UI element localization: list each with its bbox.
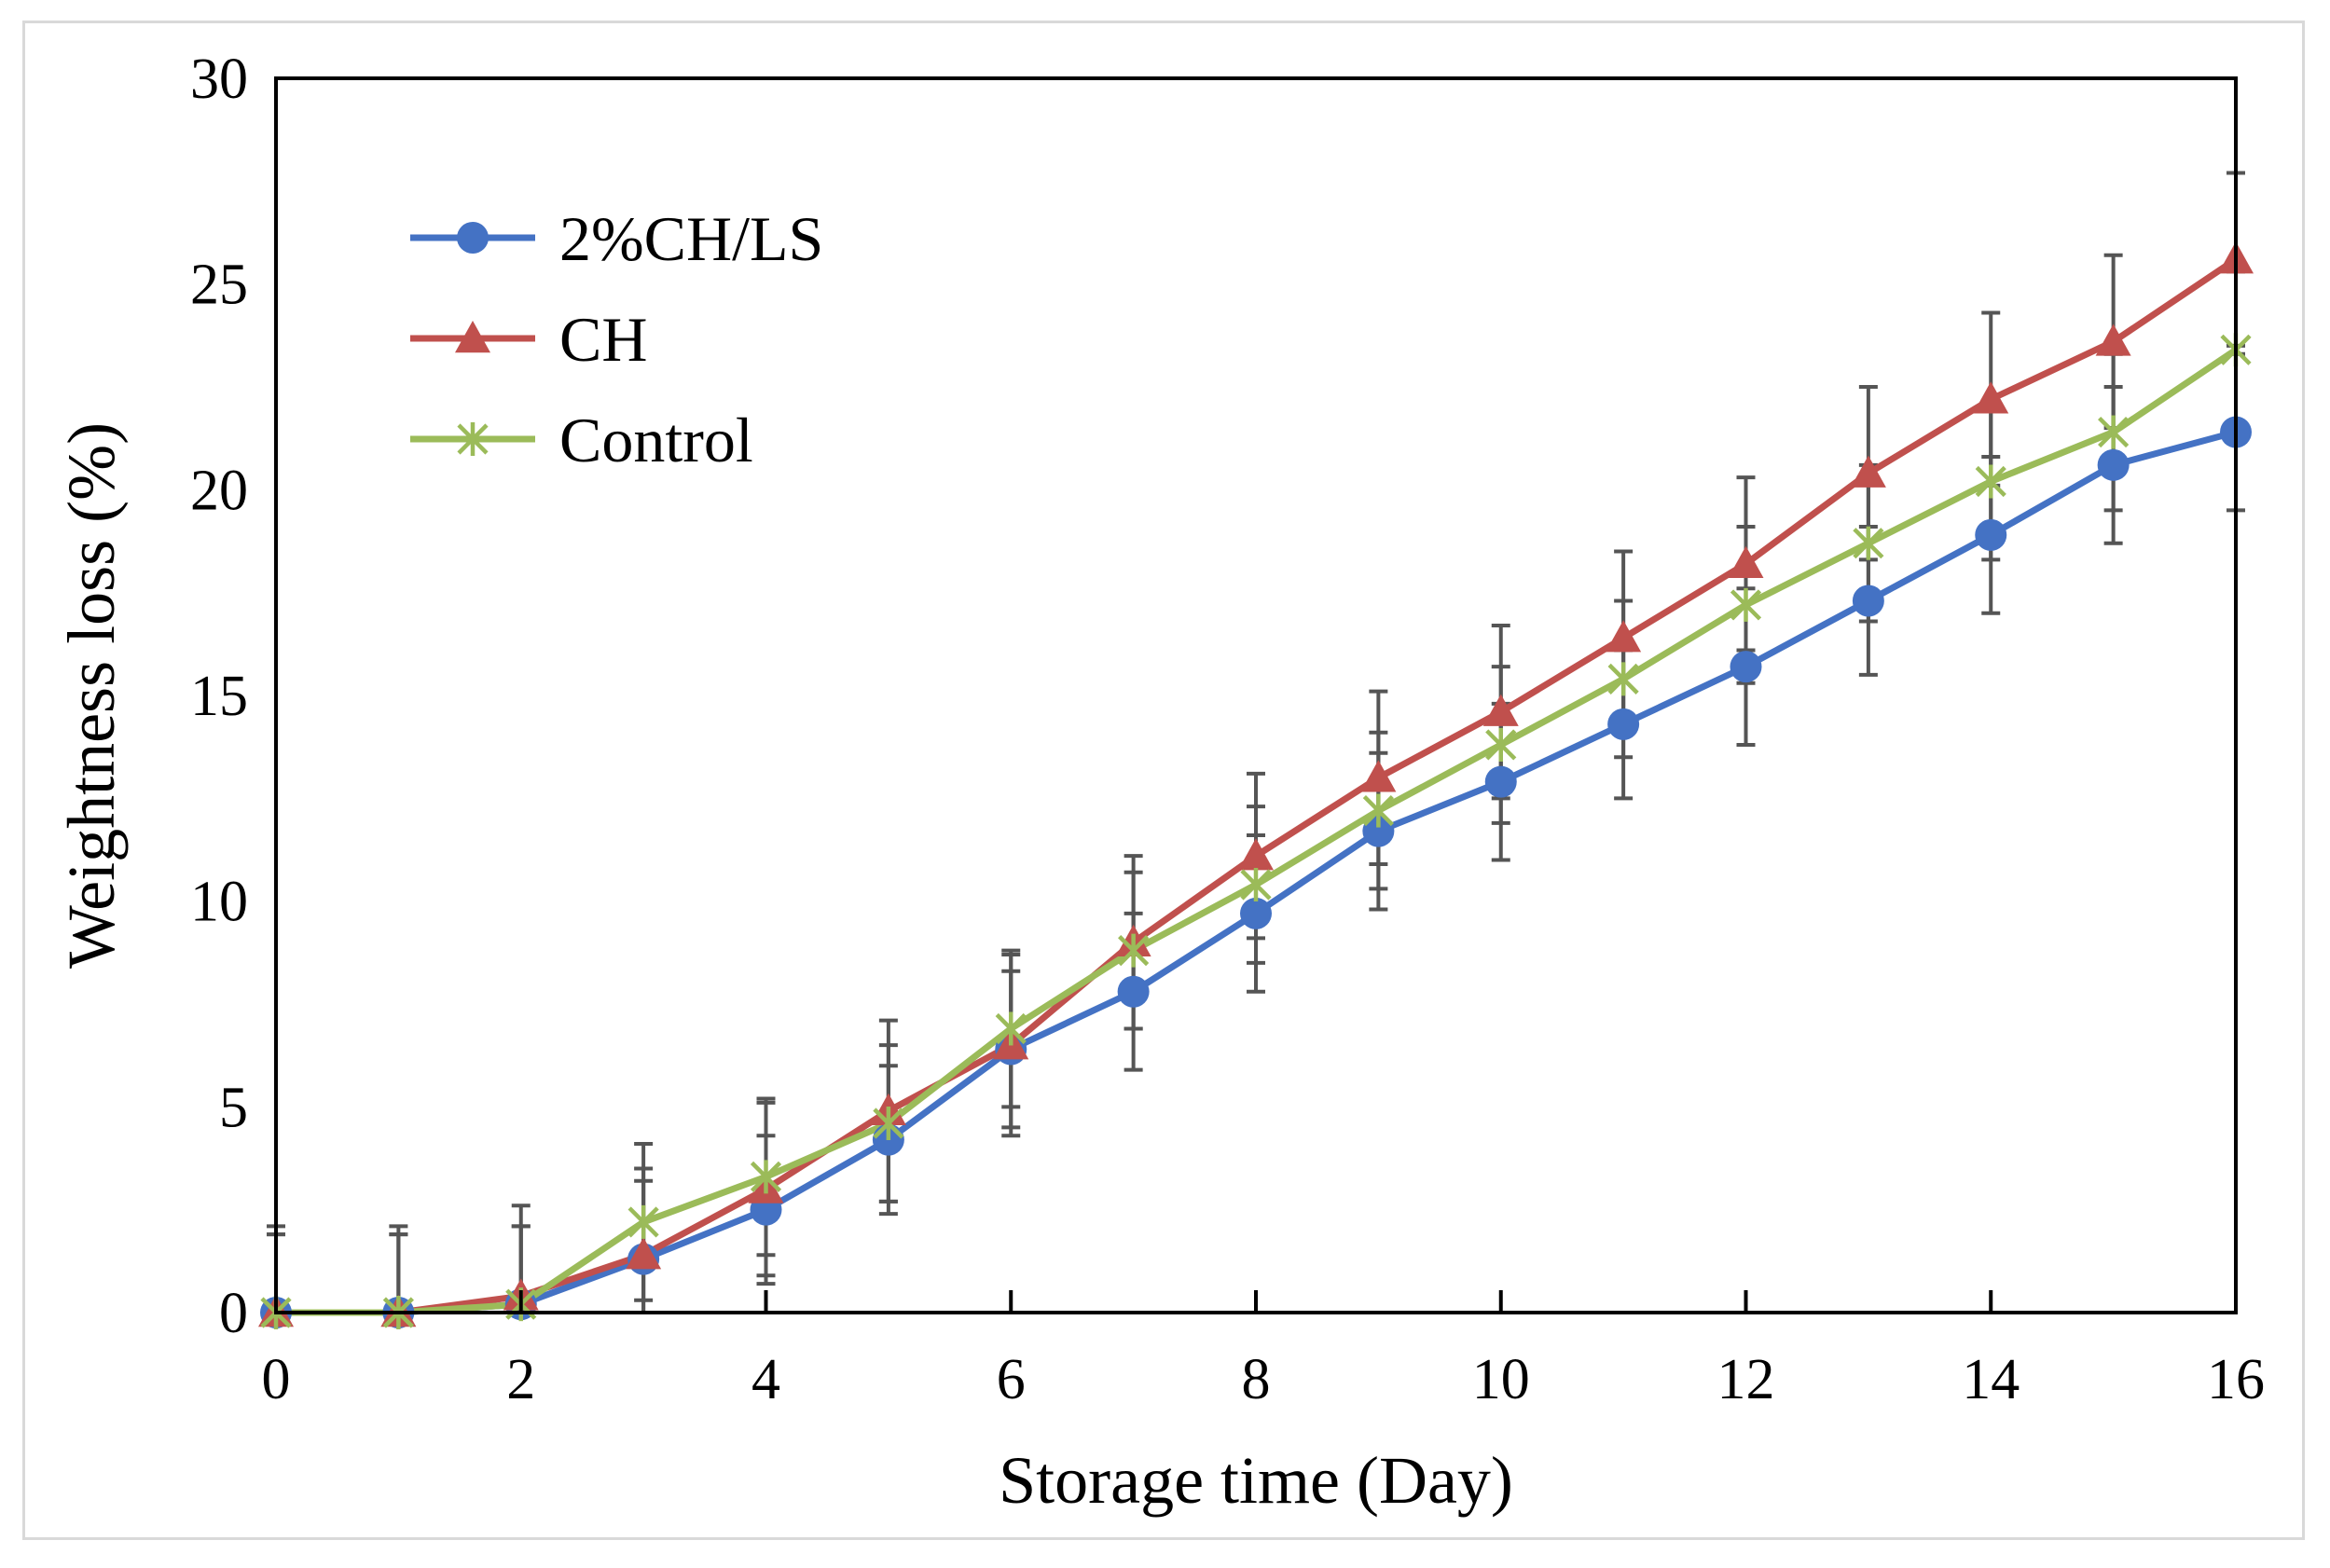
- data-point-2-ch-ls: [1730, 651, 1762, 683]
- data-point-control: [627, 1204, 659, 1239]
- data-point-control: [750, 1160, 782, 1194]
- data-point-ch: [1606, 620, 1642, 653]
- y-tick-label: 0: [219, 1282, 248, 1345]
- data-point-control: [1485, 727, 1517, 762]
- data-point-ch: [1728, 545, 1764, 578]
- data-point-ch: [1238, 838, 1274, 871]
- y-axis-title: Weightness loss (%): [54, 422, 129, 969]
- data-point-ch: [1973, 381, 2009, 414]
- legend-item-ch: CH: [410, 304, 647, 375]
- data-point-2-ch-ls: [1484, 765, 1517, 798]
- x-tick-label: 6: [997, 1348, 1026, 1411]
- data-point-2-ch-ls: [1975, 518, 2007, 551]
- legend-marker-control: [457, 422, 489, 456]
- legend-marker-2-ch-ls: [457, 222, 489, 254]
- legend-label: Control: [559, 405, 753, 475]
- x-tick-label: 8: [1242, 1348, 1271, 1411]
- data-point-2-ch-ls: [1240, 897, 1272, 929]
- data-point-control: [1240, 868, 1272, 902]
- x-tick-label: 12: [1717, 1348, 1775, 1411]
- data-point-ch: [1482, 694, 1519, 726]
- legend-label: CH: [559, 304, 647, 375]
- data-point-control: [1607, 662, 1639, 696]
- data-point-2-ch-ls: [1362, 815, 1395, 847]
- data-point-2-ch-ls: [2097, 448, 2130, 481]
- data-point-control: [1853, 526, 1884, 560]
- data-point-control: [1118, 933, 1150, 968]
- legend-marker-ch: [455, 321, 490, 353]
- x-tick-label: 4: [751, 1348, 780, 1411]
- tick-labels-layer: 0 2 4 6 8 10 12 14 16 0 5 10 15 20 25 30: [190, 48, 2265, 1411]
- data-point-2-ch-ls: [1607, 708, 1640, 740]
- x-tick-label: 0: [262, 1348, 291, 1411]
- legend-item-control: Control: [410, 405, 753, 475]
- x-tick-label: 2: [506, 1348, 535, 1411]
- x-tick-label: 10: [1472, 1348, 1530, 1411]
- data-point-ch: [1360, 760, 1397, 792]
- data-point-ch: [2095, 323, 2131, 356]
- x-tick-label: 14: [1962, 1348, 2020, 1411]
- y-tick-label: 15: [190, 665, 248, 728]
- x-tick-label: 16: [2207, 1348, 2265, 1411]
- data-point-ch: [1850, 455, 1886, 488]
- chart-frame: [22, 21, 2305, 1540]
- data-point-2-ch-ls: [1117, 975, 1150, 1008]
- y-tick-label: 20: [190, 459, 248, 522]
- data-point-control: [1730, 587, 1762, 622]
- x-axis-title: Storage time (Day): [999, 1443, 1513, 1518]
- legend-label: 2%CH/LS: [559, 203, 823, 274]
- axis-ticks-layer: [274, 1290, 2238, 1313]
- y-tick-label: 10: [190, 871, 248, 934]
- legend: 2%CH/LS CH Control: [410, 203, 823, 475]
- y-tick-label: 5: [219, 1076, 248, 1139]
- data-point-control: [873, 1106, 904, 1140]
- data-point-2-ch-ls: [1852, 585, 1884, 617]
- data-point-control: [995, 1011, 1027, 1046]
- data-point-control: [1362, 793, 1394, 828]
- data-point-ch: [626, 1237, 662, 1270]
- y-tick-label: 30: [190, 48, 248, 111]
- data-point-control: [1975, 464, 2006, 499]
- legend-item-2-ch-ls: 2%CH/LS: [410, 203, 823, 274]
- y-tick-label: 25: [190, 254, 248, 317]
- data-point-control: [2098, 415, 2130, 449]
